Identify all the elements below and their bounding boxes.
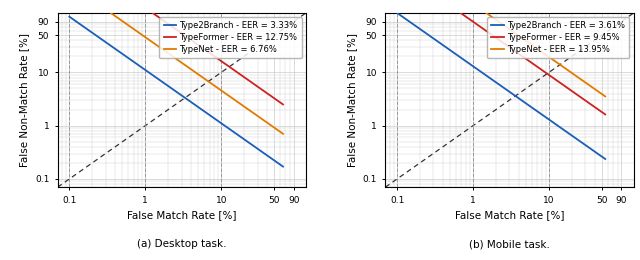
Y-axis label: False Non-Match Rate [%]: False Non-Match Rate [%] (19, 33, 29, 167)
Y-axis label: False Non-Match Rate [%]: False Non-Match Rate [%] (347, 33, 357, 167)
X-axis label: False Match Rate [%]: False Match Rate [%] (454, 210, 564, 220)
X-axis label: False Match Rate [%]: False Match Rate [%] (127, 210, 237, 220)
Legend: Type2Branch - EER = 3.61%, TypeFormer - EER = 9.45%, TypeNet - EER = 13.95%: Type2Branch - EER = 3.61%, TypeFormer - … (487, 17, 629, 58)
Text: (b) Mobile task.: (b) Mobile task. (469, 239, 550, 249)
Legend: Type2Branch - EER = 3.33%, TypeFormer - EER = 12.75%, TypeNet - EER = 6.76%: Type2Branch - EER = 3.33%, TypeFormer - … (159, 17, 301, 58)
Text: (a) Desktop task.: (a) Desktop task. (137, 239, 227, 249)
